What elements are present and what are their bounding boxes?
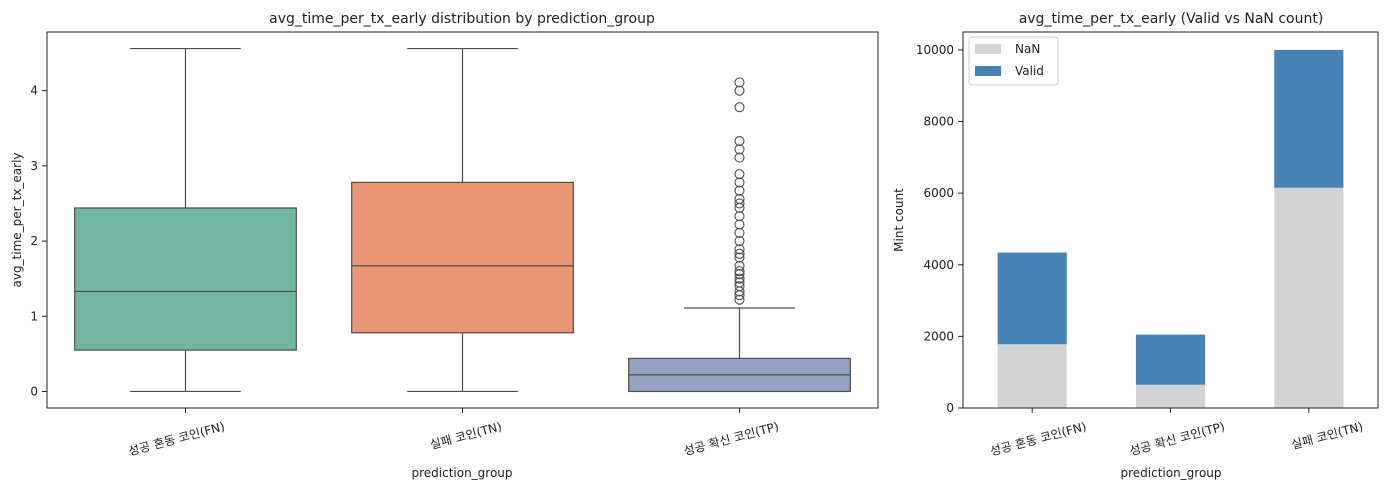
box-chart-ylabel: avg_time_per_tx_early: [10, 152, 24, 287]
box-outlier-point: [734, 273, 745, 284]
bar-chart-xlabel: prediction_group: [1120, 466, 1221, 480]
box-outlier-point: [734, 236, 745, 247]
box-outlier-point: [734, 244, 745, 255]
box-xtick-label: 실패 코인(TN): [429, 419, 504, 452]
box-outlier-point: [734, 266, 745, 277]
bar-xtick-label: 성공 혼동 코인(FN): [989, 419, 1088, 458]
box-outlier-point: [734, 211, 745, 222]
bar-chart-title: avg_time_per_tx_early (Valid vs NaN coun…: [1019, 11, 1324, 27]
bar-segment-valid: [1274, 49, 1344, 188]
box-xtick-label: 성공 확신 코인(TP): [682, 419, 780, 458]
box-outlier-point: [734, 269, 745, 280]
box-plot-area: 0 1 2 3 4 성공 혼동 코인(FN) 실패 코인(TN) 성공 확신 코인(TP): [30, 47, 851, 459]
bar-ytick-label: 4000: [923, 258, 954, 272]
box-iqr: [351, 181, 574, 334]
box-iqr: [74, 207, 297, 351]
legend-swatch-nan: [975, 44, 1001, 54]
bar-segment-nan: [1274, 187, 1344, 408]
box-ytick-label: 1: [30, 309, 38, 323]
box-outlier-point: [734, 185, 745, 196]
stacked-bar-chart: avg_time_per_tx_early (Valid vs NaN coun…: [892, 11, 1379, 480]
box-outlier-point: [734, 193, 745, 204]
bar-ytick-label: 2000: [923, 329, 954, 343]
bar-xtick-label: 성공 확신 코인(TP): [1128, 419, 1226, 458]
bar-ytick-label: 8000: [923, 115, 954, 129]
box-ytick-label: 4: [30, 84, 38, 98]
box-outlier-point: [734, 152, 745, 163]
box-plot-chart: avg_time_per_tx_early distribution by pr…: [10, 11, 879, 480]
bar-segment-valid: [1135, 334, 1206, 385]
box-outlier-point: [734, 169, 745, 180]
bar-xtick-label: 실패 코인(TN): [1290, 419, 1365, 452]
bar-plot-area: 0 2000 4000 6000 8000 10000 성공 혼동 코인(FN) 성공 확신 …: [916, 43, 1365, 459]
box-outlier-point: [734, 294, 745, 305]
box-chart-title: avg_time_per_tx_early distribution by pr…: [269, 11, 655, 27]
bar-segment-nan: [997, 344, 1067, 408]
bar-segment-valid: [997, 252, 1067, 345]
bar-ytick-label: 6000: [923, 186, 954, 200]
box-outlier-point: [734, 144, 745, 155]
bar-legend: NaN Valid: [968, 36, 1059, 86]
box-plot-frame: [46, 31, 879, 409]
bar-plot-frame: [962, 31, 1379, 409]
bar-ytick-label: 0: [946, 401, 954, 415]
box-outlier-point: [734, 260, 745, 271]
box-ytick-label: 3: [30, 159, 38, 173]
bar-segment-nan: [1135, 384, 1206, 408]
box-outlier-point: [734, 85, 745, 96]
box-outlier-point: [734, 277, 745, 288]
box-outlier-point: [734, 252, 745, 263]
bar-ytick-label: 10000: [916, 43, 954, 57]
box-ytick-label: 0: [30, 384, 38, 398]
box-outlier-point: [734, 177, 745, 188]
legend-swatch-valid: [975, 66, 1001, 76]
bar-chart-ylabel: Mint count: [892, 188, 906, 252]
box-chart-xlabel: prediction_group: [411, 466, 512, 480]
box-outlier-point: [734, 219, 745, 230]
box-outlier-point: [734, 227, 745, 238]
box-outlier-point: [734, 102, 745, 113]
legend-label-valid: Valid: [1015, 64, 1044, 78]
box-outlier-point: [734, 248, 745, 259]
box-outlier-point: [734, 77, 745, 88]
box-outlier-point: [734, 198, 745, 209]
box-xtick-label: 성공 혼동 코인(FN): [127, 419, 226, 458]
box-outlier-point: [734, 135, 745, 147]
legend-label-nan: NaN: [1015, 42, 1040, 56]
box-ytick-label: 2: [30, 234, 38, 248]
box-outlier-point: [734, 281, 745, 292]
